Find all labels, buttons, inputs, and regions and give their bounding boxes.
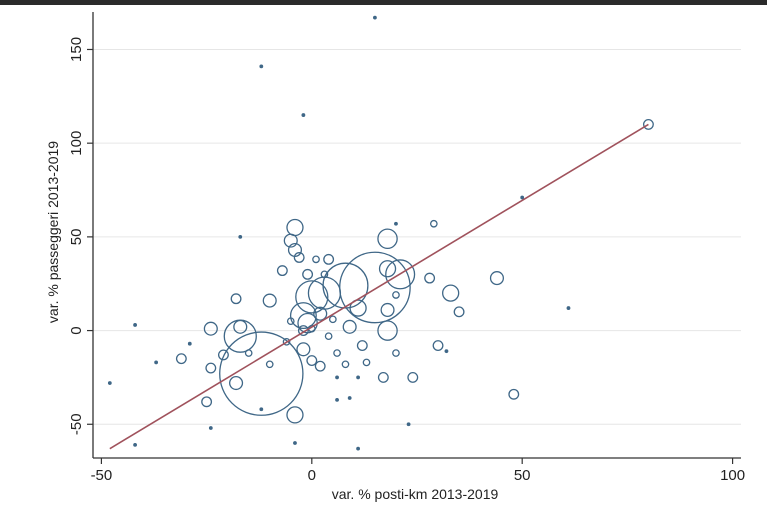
data-point — [356, 375, 360, 380]
data-point — [238, 234, 243, 239]
y-tick-label: 0 — [68, 326, 85, 334]
x-axis-label: var. % posti-km 2013-2019 — [332, 486, 499, 502]
top-border — [0, 0, 767, 5]
data-point — [205, 362, 217, 374]
data-point — [154, 360, 159, 365]
data-point — [392, 349, 400, 357]
data-point — [339, 251, 411, 324]
data-point — [302, 268, 314, 280]
x-tick-label: 100 — [720, 467, 745, 484]
data-point — [333, 349, 341, 357]
data-point — [489, 271, 504, 286]
data-point — [133, 323, 137, 327]
data-point — [230, 293, 242, 305]
data-point — [442, 284, 460, 302]
data-point — [453, 306, 465, 318]
data-point — [314, 360, 326, 372]
grid-lines — [93, 48, 741, 425]
data-point — [282, 337, 291, 346]
data-point — [429, 219, 438, 228]
data-point — [394, 221, 398, 226]
data-point — [341, 360, 350, 369]
data-point — [362, 358, 371, 367]
data-point — [233, 319, 248, 334]
data-point — [407, 371, 419, 383]
data-point — [313, 306, 328, 321]
data-point — [377, 228, 398, 249]
y-tick-label: 100 — [68, 131, 85, 156]
data-point — [378, 260, 397, 278]
axes — [87, 12, 741, 464]
data-point — [286, 406, 304, 424]
data-point — [356, 446, 360, 451]
x-tick-label: -50 — [91, 467, 113, 484]
fit-line-group — [109, 123, 649, 450]
data-points — [107, 15, 654, 451]
data-point — [175, 353, 187, 365]
data-point — [301, 113, 306, 117]
tick-labels: -50 0 50 100 -50 0 50 100 150 — [68, 37, 745, 484]
data-point — [312, 255, 320, 264]
data-point — [133, 442, 137, 447]
data-point — [432, 340, 444, 352]
data-point — [377, 371, 389, 383]
data-point — [217, 349, 229, 361]
data-point — [342, 319, 357, 334]
data-point — [324, 332, 333, 341]
data-point — [297, 325, 309, 337]
data-point — [262, 293, 277, 308]
y-tick-label: -50 — [68, 413, 85, 435]
data-point — [259, 64, 264, 69]
y-axis-label: var. % passeggeri 2013-2019 — [45, 141, 61, 323]
data-point — [293, 441, 297, 445]
data-point — [286, 317, 295, 326]
data-point — [289, 302, 317, 330]
fit-line — [109, 123, 649, 450]
data-point — [283, 233, 298, 248]
data-point — [244, 349, 253, 357]
data-point — [229, 375, 244, 391]
data-point — [377, 320, 398, 341]
data-point — [328, 315, 337, 324]
data-point — [201, 396, 213, 408]
data-point — [392, 291, 400, 299]
data-point — [293, 252, 305, 263]
data-point — [276, 265, 288, 277]
data-point — [208, 426, 213, 430]
y-tick-label: 150 — [68, 37, 85, 62]
data-point — [347, 396, 352, 400]
data-point — [406, 422, 411, 427]
data-point — [424, 272, 436, 284]
data-point — [296, 342, 311, 357]
data-point — [385, 259, 416, 290]
data-point — [306, 355, 318, 367]
data-point — [286, 218, 304, 237]
data-point — [335, 398, 339, 402]
data-point — [520, 195, 525, 200]
x-tick-label: 0 — [308, 467, 316, 484]
data-point — [187, 341, 192, 346]
data-point — [323, 253, 335, 265]
data-point — [566, 306, 571, 310]
data-point — [219, 331, 304, 416]
data-point — [444, 349, 449, 354]
data-point — [508, 388, 520, 400]
data-point — [373, 15, 377, 20]
data-point — [265, 360, 274, 369]
data-point — [356, 340, 368, 352]
data-point — [642, 118, 654, 130]
data-point — [107, 381, 112, 385]
y-tick-label: 50 — [68, 229, 85, 246]
data-point — [295, 280, 329, 314]
data-point — [380, 302, 395, 318]
data-point — [259, 407, 264, 412]
data-point — [335, 375, 339, 380]
data-point — [203, 321, 218, 336]
x-tick-label: 50 — [514, 467, 531, 484]
